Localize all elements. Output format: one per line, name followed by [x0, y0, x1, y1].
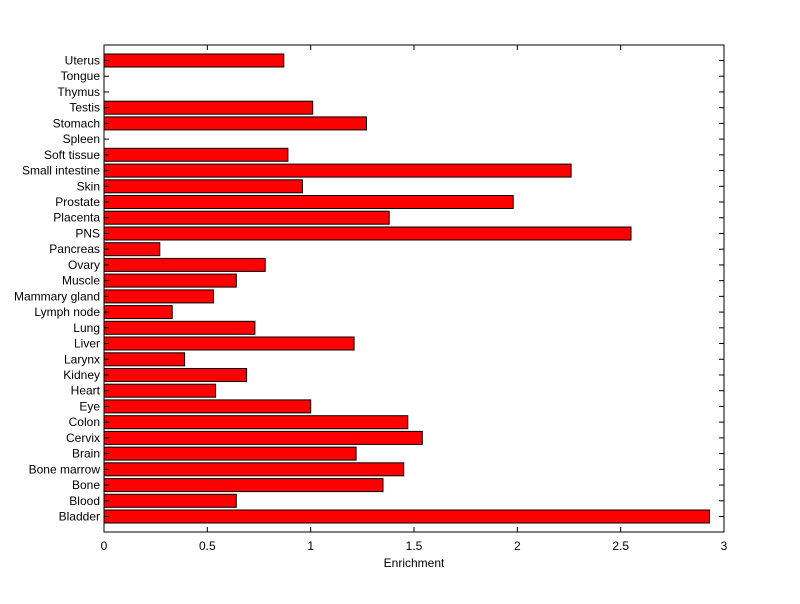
bar-blood	[103, 493, 237, 508]
plot-frame	[103, 44, 725, 533]
category-label-brain: Brain	[72, 447, 100, 461]
category-label-cervix: Cervix	[66, 431, 100, 445]
x-tick-label: 2.5	[612, 539, 629, 553]
x-tick-label: 0	[101, 539, 108, 553]
bar-placenta	[103, 210, 390, 225]
category-label-uterus: Uterus	[65, 54, 100, 68]
axis-ticks	[103, 45, 725, 532]
bar-bladder	[103, 509, 710, 524]
bar-mammary-gland	[103, 289, 214, 304]
category-label-ovary: Ovary	[68, 258, 100, 272]
category-label-skin: Skin	[77, 179, 100, 193]
x-tick-label: 1.5	[406, 539, 423, 553]
category-label-placenta: Placenta	[53, 211, 100, 225]
bar-muscle	[103, 273, 237, 288]
x-tick-label: 0.5	[199, 539, 216, 553]
bar-liver	[103, 336, 355, 351]
x-tick-label: 1	[307, 539, 314, 553]
x-axis-label: Enrichment	[384, 556, 445, 570]
category-label-bone: Bone	[72, 478, 100, 492]
category-label-bladder: Bladder	[59, 510, 100, 524]
category-label-thymus: Thymus	[57, 85, 100, 99]
category-label-lymph-node: Lymph node	[34, 305, 100, 319]
bar-uterus	[103, 53, 285, 68]
bar-soft-tissue	[103, 147, 289, 162]
bar-prostate	[103, 195, 514, 209]
category-label-heart: Heart	[71, 384, 101, 398]
category-label-small-intestine: Small intestine	[22, 164, 100, 178]
bar-skin	[103, 179, 303, 194]
bar-bone-marrow	[103, 462, 405, 477]
category-label-pns: PNS	[75, 227, 100, 241]
category-label-soft-tissue: Soft tissue	[44, 148, 100, 162]
category-label-muscle: Muscle	[62, 274, 100, 288]
category-label-prostate: Prostate	[55, 195, 100, 209]
bar-kidney	[103, 368, 248, 382]
category-label-stomach: Stomach	[53, 116, 100, 130]
category-label-kidney: Kidney	[63, 368, 100, 382]
category-label-testis: Testis	[69, 101, 100, 115]
bar-cervix	[103, 430, 423, 445]
bar-eye	[103, 399, 312, 414]
bar-pns	[103, 226, 632, 241]
category-label-lung: Lung	[73, 321, 100, 335]
bar-lymph-node	[103, 305, 173, 320]
category-label-pancreas: Pancreas	[49, 242, 100, 256]
bar-heart	[103, 383, 217, 398]
category-label-bone-marrow: Bone marrow	[29, 462, 101, 476]
category-label-liver: Liver	[74, 337, 100, 351]
category-label-blood: Blood	[69, 494, 100, 508]
bar-larynx	[103, 352, 186, 367]
bar-pancreas	[103, 242, 161, 257]
category-label-spleen: Spleen	[63, 132, 100, 146]
bar-brain	[103, 446, 357, 461]
bar-testis	[103, 100, 314, 115]
bar-small-intestine	[103, 163, 572, 178]
x-tick-labels: 0 0.5 1 1.5 2 2.5 3	[101, 539, 728, 553]
category-label-colon: Colon	[69, 415, 100, 429]
bar-colon	[103, 415, 409, 430]
category-label-mammary-gland: Mammary gland	[14, 289, 100, 303]
bar-lung	[103, 320, 256, 335]
bar-ovary	[103, 257, 266, 272]
category-label-larynx: Larynx	[64, 352, 100, 366]
x-tick-label: 2	[514, 539, 521, 553]
category-label-tongue: Tongue	[61, 69, 101, 83]
bar-bone	[103, 478, 384, 493]
category-label-eye: Eye	[79, 399, 100, 413]
x-tick-label: 3	[721, 539, 728, 553]
bar-stomach	[103, 116, 367, 131]
